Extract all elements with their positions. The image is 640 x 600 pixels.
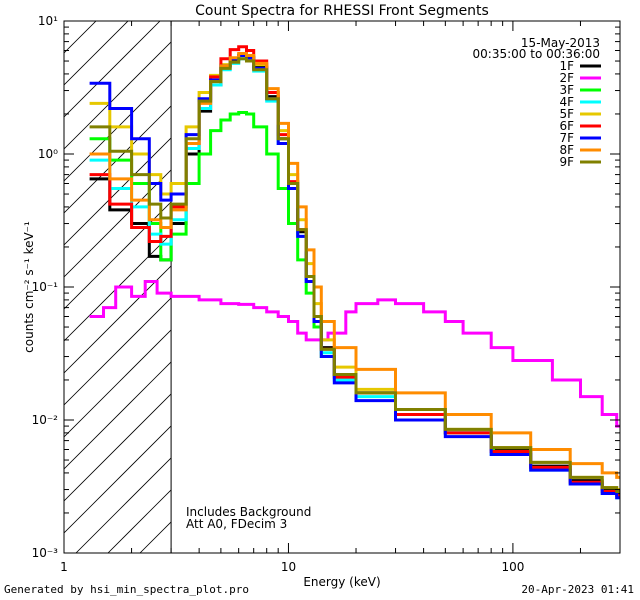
- hatch-line: [64, 137, 172, 246]
- y-tick-label: 10⁻³: [32, 546, 59, 560]
- hatch-line: [107, 489, 172, 553]
- series-line-7F: [89, 54, 620, 500]
- x-axis-label: Energy (keV): [303, 575, 380, 589]
- series-lines: [89, 45, 620, 500]
- legend-label-5F: 5F: [559, 107, 574, 121]
- hatch-line: [64, 41, 172, 150]
- hatch-line: [64, 21, 97, 54]
- generated-by-note: Generated by hsi_min_spectra_plot.pro: [4, 583, 250, 596]
- hatch-line: [64, 329, 172, 438]
- series-line-2F: [89, 280, 620, 428]
- x-tick-label: 1: [60, 560, 68, 574]
- legend-label-8F: 8F: [559, 143, 574, 157]
- hatch-line: [64, 425, 172, 534]
- chart-title: Count Spectra for RHESSI Front Segments: [195, 3, 489, 19]
- y-axis-label: counts cm⁻² s⁻¹ keV⁻¹: [22, 221, 36, 353]
- plot-frame: [63, 20, 621, 554]
- observation-date: 15-May-2013: [521, 36, 600, 50]
- time-range: 00:35:00 to 00:36:00: [473, 47, 600, 61]
- y-tick-label: 10⁻²: [32, 413, 59, 427]
- hatch-line: [64, 393, 172, 502]
- x-tick-label: 100: [501, 560, 524, 574]
- legend-label-1F: 1F: [559, 59, 574, 73]
- y-tick-label: 10¹: [38, 14, 58, 28]
- hatch-line: [75, 457, 172, 553]
- legend-label-2F: 2F: [559, 71, 574, 85]
- hatch-line: [64, 265, 172, 374]
- legend-label-7F: 7F: [559, 131, 574, 145]
- hatch-line: [64, 21, 129, 86]
- annotation-background: Includes Background: [186, 505, 311, 519]
- legend-label-6F: 6F: [559, 119, 574, 133]
- hatch-line: [64, 169, 172, 278]
- hatch-line: [64, 21, 161, 118]
- series-line-5F: [89, 53, 620, 491]
- axis-ticks: 1 10 100 10⁻³ 10⁻² 10⁻¹ 10⁰ 10¹: [32, 14, 621, 574]
- y-tick-label: 10⁰: [38, 147, 58, 161]
- annotation-attenuator: Att A0, FDecim 3: [186, 517, 287, 531]
- y-tick-label: 10⁻¹: [32, 280, 59, 294]
- hatch-line: [139, 521, 172, 553]
- hatch-line: [64, 361, 172, 470]
- footer-timestamp: 20-Apr-2023 01:41: [521, 583, 634, 596]
- hatch-line: [64, 297, 172, 406]
- x-tick-label: 10: [281, 560, 296, 574]
- hatch-line: [64, 21, 65, 22]
- legend-label-3F: 3F: [559, 83, 574, 97]
- series-line-4F: [89, 57, 620, 500]
- legend-label-4F: 4F: [559, 95, 574, 109]
- series-line-8F: [89, 52, 620, 479]
- excluded-region-hatch: [64, 21, 172, 553]
- legend-label-9F: 9F: [559, 155, 574, 169]
- series-line-9F: [89, 57, 620, 493]
